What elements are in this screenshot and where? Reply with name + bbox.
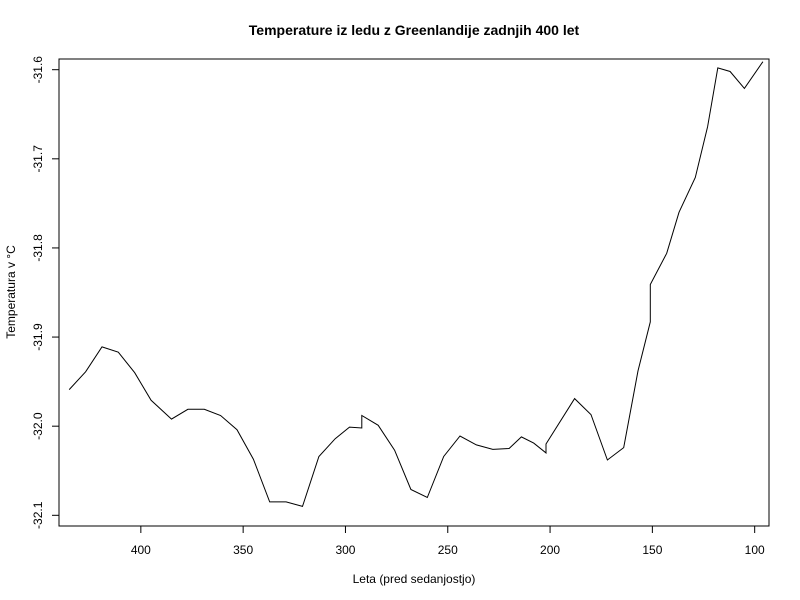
y-tick-label: -31.7	[31, 145, 45, 173]
y-tick-label: -31.8	[31, 234, 45, 262]
y-tick-label: -32.1	[31, 501, 45, 529]
y-axis: -32.1 -32.0 -31.9 -31.8 -31.7 -31.6	[31, 56, 59, 529]
x-axis-label: Leta (pred sedanjostjo)	[353, 572, 476, 586]
x-tick-label: 100	[745, 543, 765, 557]
x-tick-label: 300	[335, 543, 355, 557]
x-tick-label: 250	[438, 543, 458, 557]
x-tick-label: 350	[233, 543, 253, 557]
series-line	[68, 61, 764, 508]
x-tick-label: 400	[131, 543, 151, 557]
y-axis-label: Temperatura v °C	[4, 245, 18, 339]
x-tick-label: 150	[642, 543, 662, 557]
y-tick-label: -31.9	[31, 323, 45, 351]
chart-title: Temperature iz ledu z Greenlandije zadnj…	[249, 22, 580, 38]
plot-frame	[58, 58, 770, 527]
y-tick-label: -31.6	[31, 56, 45, 84]
x-tick-label: 200	[540, 543, 560, 557]
series-group	[68, 61, 764, 508]
x-axis: 400 350 300 250 200 150 100	[131, 526, 765, 557]
y-tick-label: -32.0	[31, 412, 45, 440]
